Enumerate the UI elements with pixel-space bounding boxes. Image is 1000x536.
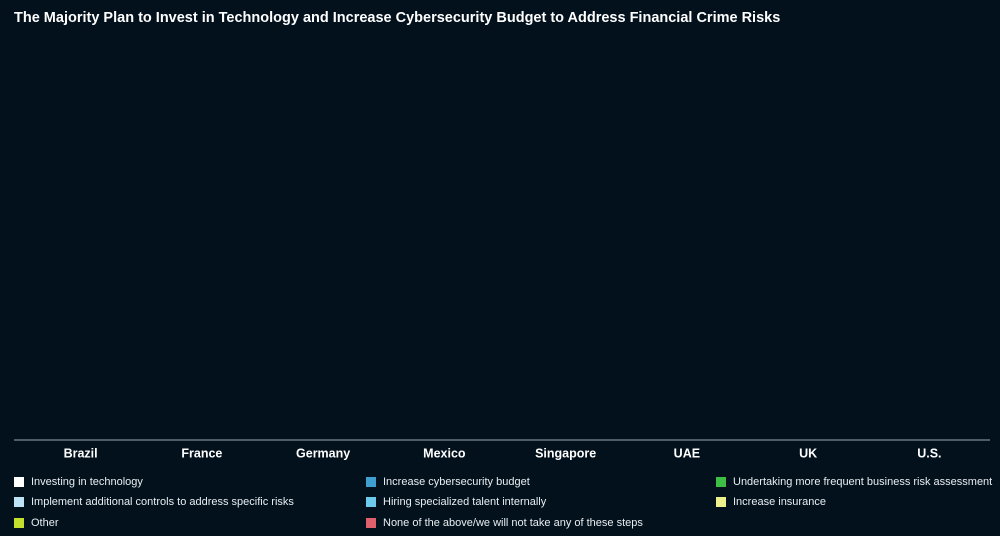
chart-title: The Majority Plan to Invest in Technolog… xyxy=(14,10,780,26)
legend-swatch xyxy=(716,477,726,487)
legend-swatch xyxy=(14,477,24,487)
legend-label: Hiring specialized talent internally xyxy=(383,496,547,508)
legend-label: Implement additional controls to address… xyxy=(31,496,294,508)
legend-label: Undertaking more frequent business risk … xyxy=(733,476,992,488)
x-tick-label: UAE xyxy=(674,446,700,460)
x-tick-label: U.S. xyxy=(917,446,941,460)
legend-swatch xyxy=(366,477,376,487)
x-tick-label: UK xyxy=(799,446,817,460)
x-tick-label: France xyxy=(181,446,222,460)
legend-swatch xyxy=(14,518,24,528)
legend-swatch xyxy=(14,497,24,507)
x-tick-label: Brazil xyxy=(64,446,98,460)
legend-label: None of the above/we will not take any o… xyxy=(383,517,643,529)
x-tick-label: Mexico xyxy=(423,446,466,460)
legend-swatch xyxy=(366,518,376,528)
legend-label: Increase cybersecurity budget xyxy=(383,476,530,488)
legend-label: Other xyxy=(31,517,59,529)
legend-swatch xyxy=(716,497,726,507)
legend-label: Investing in technology xyxy=(31,476,143,488)
x-tick-label: Germany xyxy=(296,446,350,460)
legend-swatch xyxy=(366,497,376,507)
legend-label: Increase insurance xyxy=(733,496,826,508)
x-tick-label: Singapore xyxy=(535,446,596,460)
